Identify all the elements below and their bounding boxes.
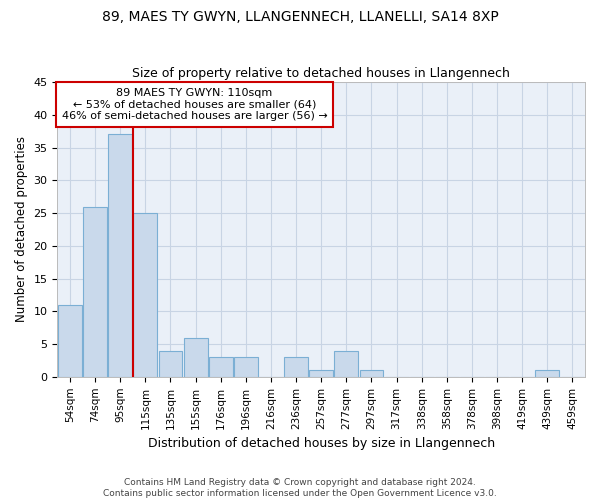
Bar [108,134,132,377]
Bar [535,370,559,377]
Bar [334,350,358,377]
X-axis label: Distribution of detached houses by size in Llangennech: Distribution of detached houses by size … [148,437,495,450]
Bar [359,370,383,377]
Text: 89, MAES TY GWYN, LLANGENNECH, LLANELLI, SA14 8XP: 89, MAES TY GWYN, LLANGENNECH, LLANELLI,… [101,10,499,24]
Bar [133,213,157,377]
Text: Contains HM Land Registry data © Crown copyright and database right 2024.
Contai: Contains HM Land Registry data © Crown c… [103,478,497,498]
Bar [58,305,82,377]
Bar [158,350,182,377]
Bar [284,357,308,377]
Bar [234,357,258,377]
Text: 89 MAES TY GWYN: 110sqm
← 53% of detached houses are smaller (64)
46% of semi-de: 89 MAES TY GWYN: 110sqm ← 53% of detache… [62,88,328,121]
Bar [209,357,233,377]
Bar [184,338,208,377]
Bar [83,206,107,377]
Y-axis label: Number of detached properties: Number of detached properties [15,136,28,322]
Title: Size of property relative to detached houses in Llangennech: Size of property relative to detached ho… [132,66,510,80]
Bar [309,370,333,377]
